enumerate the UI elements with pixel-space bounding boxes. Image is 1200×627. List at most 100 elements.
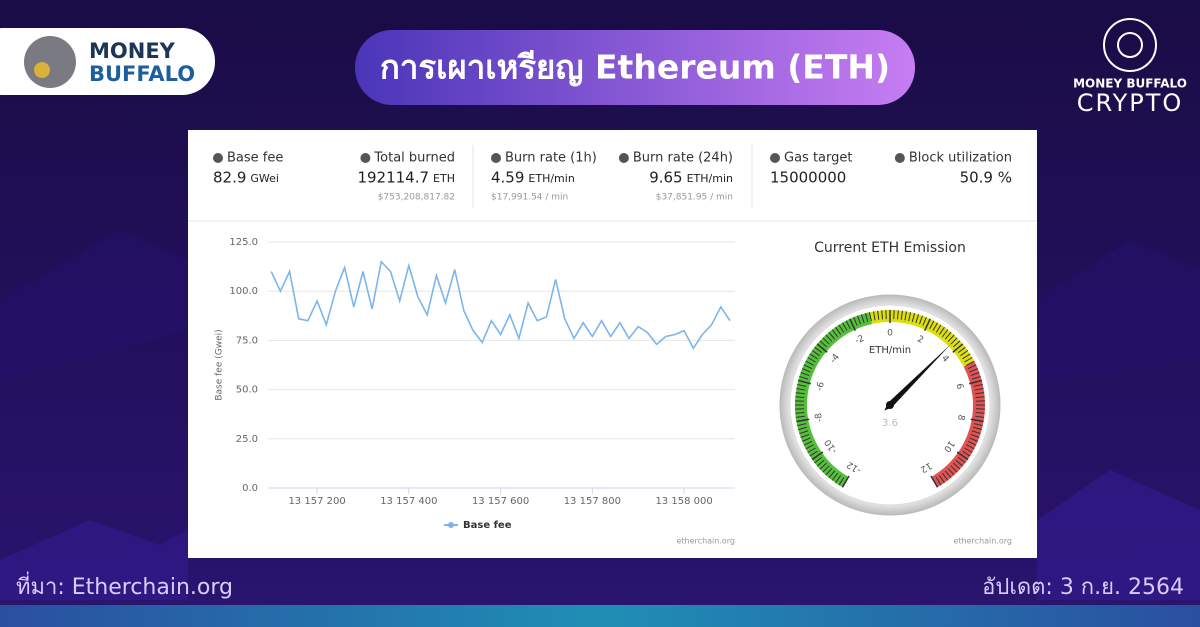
gauge-major-tick	[930, 475, 939, 488]
gauge-minor-tick	[944, 470, 952, 479]
y-tick-label: 75.0	[236, 335, 258, 346]
gauge-minor-tick	[802, 437, 811, 442]
stat-usd: $37,851.95 / min	[656, 193, 733, 203]
gauge-minor-tick	[975, 392, 985, 395]
gauge-minor-tick	[929, 320, 935, 329]
gauge-minor-tick	[938, 326, 945, 335]
gauge-minor-tick	[957, 346, 966, 354]
stat-icon	[770, 153, 780, 163]
gauge-minor-tick	[807, 357, 816, 363]
gauge-minor-tick	[975, 415, 985, 418]
stat-label: Total burned	[373, 151, 455, 166]
bottom-strip	[0, 605, 1200, 627]
gauge-minor-tick	[975, 411, 985, 414]
gauge-minor-tick	[947, 334, 955, 342]
gauge-major-tick	[798, 379, 811, 385]
gauge-major-tick	[796, 418, 810, 423]
gauge-minor-tick	[811, 350, 820, 357]
gauge-minor-tick	[911, 313, 916, 323]
gauge-minor-tick	[822, 465, 830, 473]
legend-marker	[448, 522, 454, 528]
gauge-minor-tick	[831, 329, 839, 338]
gauge-value-label: 3.6	[882, 418, 898, 429]
y-tick-label: 50.0	[236, 385, 258, 396]
gauge-minor-tick	[800, 433, 810, 438]
stat-icon	[360, 153, 371, 163]
gauge-minor-tick	[953, 340, 961, 348]
gauge-minor-tick	[802, 368, 811, 373]
gauge-minor-tick	[941, 472, 949, 481]
stat-value: 82.9	[213, 169, 246, 187]
credits: etherchain.org	[677, 537, 736, 546]
gauge-minor-tick	[838, 477, 845, 486]
gauge-minor-tick	[960, 350, 969, 357]
y-tick-label: 0.0	[242, 483, 258, 494]
stat-unit: GWei	[250, 172, 279, 185]
gauge-minor-tick	[807, 447, 816, 453]
gauge-minor-tick	[798, 426, 808, 431]
mountain	[1037, 470, 1200, 600]
gauge-minor-tick	[974, 388, 984, 391]
stat-unit: ETH	[433, 172, 455, 185]
gauge-minor-tick	[795, 396, 805, 399]
stat-icon	[618, 153, 629, 163]
gauge-minor-tick	[941, 329, 949, 338]
gauge-minor-tick	[860, 314, 865, 324]
gauge-needle	[884, 344, 951, 411]
gauge-major-tick	[816, 343, 828, 353]
gauge-minor-tick	[803, 440, 813, 446]
gauge-major-tick	[849, 318, 857, 331]
y-tick-label: 100.0	[229, 286, 258, 297]
gauge-minor-tick	[814, 456, 823, 464]
gauge-major-tick	[969, 379, 982, 385]
gauge-tick-label: -8	[814, 412, 825, 423]
gauge-minor-tick	[970, 433, 980, 438]
gauge-tick-label: -6	[815, 381, 827, 393]
x-tick-label: 13 157 600	[472, 496, 529, 507]
gauge-minor-tick	[904, 311, 907, 321]
gauge-minor-tick	[796, 388, 806, 391]
gauge-minor-tick	[964, 357, 973, 363]
gauge-tick-label: 0	[887, 329, 893, 339]
gauge-tick-label: -2	[854, 334, 866, 347]
gauge-minor-tick	[973, 423, 983, 427]
y-axis-label: Base fee (Gwei)	[215, 329, 225, 400]
gauge-minor-tick	[935, 477, 942, 486]
gauge-minor-tick	[962, 353, 971, 360]
stat-unit: ETH/min	[687, 172, 733, 185]
brand-line1: MONEY	[89, 39, 176, 63]
gauge-minor-tick	[953, 462, 961, 470]
crypto-logo-top: MONEY BUFFALO	[1073, 77, 1187, 91]
gauge-minor-tick	[809, 353, 818, 360]
gauge-minor-tick	[800, 372, 810, 377]
gauge-minor-tick	[915, 314, 920, 324]
gauge-minor-tick	[825, 334, 833, 342]
gauge-minor-tick	[822, 337, 830, 345]
gauge-minor-tick	[900, 310, 903, 320]
gauge-minor-tick	[825, 468, 833, 476]
gauge-minor-tick	[972, 426, 982, 431]
stat-usd: $753,208,817.82	[378, 193, 455, 203]
gauge-minor-tick	[908, 312, 912, 322]
gauge-minor-tick	[957, 456, 966, 464]
gauge-minor-tick	[857, 315, 862, 325]
legend-label: Base fee	[463, 520, 512, 531]
gauge-minor-tick	[964, 447, 973, 453]
gauge-minor-tick	[970, 372, 980, 377]
crypto-logo-bottom: CRYPTO	[1077, 89, 1184, 117]
stat-icon	[213, 153, 223, 163]
crypto-icon	[1103, 18, 1157, 72]
gauge-major-tick	[952, 343, 964, 353]
stat-icon	[894, 153, 905, 163]
gauge-minor-tick	[816, 459, 825, 467]
mountain	[0, 230, 188, 380]
gauge-tick-label: 12	[918, 460, 933, 474]
footer-source: ที่มา: Etherchain.org	[16, 571, 233, 600]
gauge-band	[795, 312, 873, 488]
gauge-minor-tick	[873, 311, 876, 321]
gauge-tick-label: 2	[916, 334, 925, 345]
gauge-minor-tick	[797, 423, 807, 427]
mountain	[1037, 240, 1200, 380]
gauge-minor-tick	[962, 450, 971, 457]
